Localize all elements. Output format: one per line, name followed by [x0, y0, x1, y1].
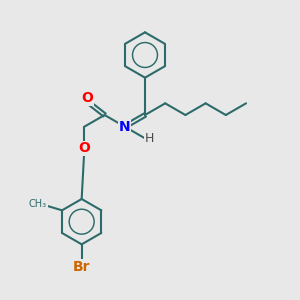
Text: N: N: [119, 120, 130, 134]
Text: O: O: [78, 141, 90, 155]
Text: O: O: [81, 91, 93, 105]
Text: CH₃: CH₃: [29, 199, 47, 209]
Text: Br: Br: [73, 260, 90, 274]
Text: H: H: [144, 132, 154, 145]
